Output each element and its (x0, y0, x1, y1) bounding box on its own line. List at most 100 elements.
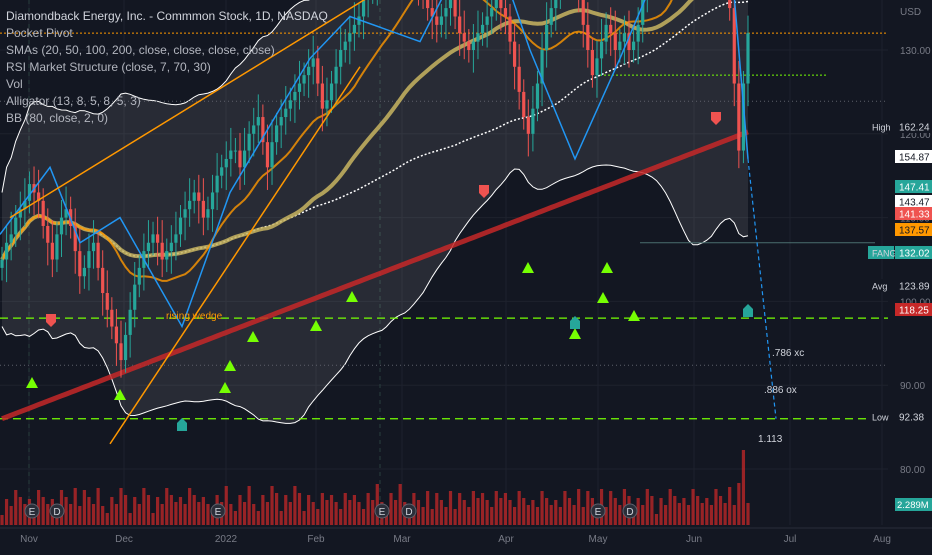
indicator-rsi-market-structure[interactable]: RSI Market Structure (close, 7, 70, 30) (6, 60, 211, 74)
volume-bar (430, 509, 434, 525)
candle-body (741, 83, 746, 151)
volume-bar (421, 507, 425, 525)
volume-bar (119, 488, 123, 525)
volume-bar (256, 511, 260, 525)
indicator-volume[interactable]: Vol (6, 77, 23, 91)
candle-body (320, 83, 324, 109)
volume-bar (393, 500, 398, 525)
candle-body (9, 234, 13, 243)
pocket-pivot-marker (597, 292, 609, 303)
volume-bar (664, 505, 668, 525)
volume-bar (0, 515, 4, 525)
candle-body (535, 83, 540, 109)
candle-body (55, 234, 59, 260)
volume-bar (284, 495, 288, 525)
volume-bar (279, 511, 283, 525)
price-axis[interactable]: 80.0090.00100.00110.00120.00130.00140.00… (888, 0, 932, 550)
volume-bar (133, 497, 137, 525)
volume-bar (512, 507, 517, 525)
volume-bars (0, 450, 750, 525)
candle-body (554, 0, 558, 9)
volume-bar (737, 483, 741, 525)
volume-bar (705, 498, 709, 525)
volume-bar (462, 500, 466, 525)
event-marker-letter: D (626, 507, 633, 518)
candle-body (490, 8, 494, 17)
symbol-title[interactable]: Diamondback Energy, Inc. - Commmon Stock… (6, 9, 328, 23)
candle-body (279, 117, 283, 126)
volume-bar (686, 505, 691, 525)
volume-bar (288, 502, 292, 525)
fib-786-label: .786 xc (772, 348, 804, 359)
time-axis[interactable]: Nov Dec 2022 Feb Mar Apr May Jun Jul Aug (0, 527, 932, 545)
indicator-smas[interactable]: SMAs (20, 50, 100, 200, close, close, cl… (6, 43, 275, 57)
volume-bar (636, 498, 640, 525)
volume-bar (197, 502, 201, 525)
volume-bar (73, 488, 77, 525)
volume-bar (165, 488, 169, 525)
volume-bar (206, 504, 210, 525)
candle-body (352, 24, 357, 34)
volume-bar (114, 504, 119, 525)
price-badge (895, 195, 932, 208)
event-marker (24, 503, 40, 519)
price-tick-label: 90.00 (900, 381, 925, 392)
candle-body (302, 75, 306, 84)
candle-body (508, 16, 512, 42)
candle-body (284, 108, 288, 118)
candle-body (503, 8, 508, 17)
candle-body (641, 0, 645, 25)
volume-bar (96, 488, 100, 525)
price-badge-text: 118.25 (899, 306, 929, 317)
candle-body (444, 8, 448, 17)
volume-bar (320, 493, 324, 525)
candle-body (316, 58, 320, 84)
candle-body (133, 284, 137, 310)
event-marker (49, 503, 65, 519)
volume-bar (741, 450, 746, 525)
pocket-pivot-marker (224, 360, 236, 371)
candle-body (174, 234, 178, 243)
price-badge (895, 279, 932, 292)
volume-bar (490, 507, 494, 525)
swing-low-marker (570, 316, 580, 329)
volume-bar (480, 493, 485, 525)
volume-bar (499, 498, 503, 525)
indicator-pocket-pivot[interactable]: Pocket Pivot (6, 26, 73, 40)
candle-body (220, 167, 224, 176)
volume-bar (453, 509, 457, 525)
candle-body (494, 0, 498, 9)
time-tick-label: 2022 (215, 534, 238, 545)
candle-body (462, 33, 466, 42)
candle-body (37, 192, 41, 201)
candle-body (604, 24, 608, 42)
volume-bar (210, 511, 215, 525)
candle-body (4, 242, 9, 260)
volume-bar (375, 484, 379, 525)
volume-bar (526, 505, 530, 525)
candle-body (334, 66, 338, 84)
indicator-alligator[interactable]: Alligator (13, 8, 5, 8, 5, 3) (6, 94, 141, 108)
price-badge (895, 207, 932, 220)
time-tick-label: Aug (873, 534, 891, 545)
candle-body (522, 91, 526, 118)
price-badge-text: 162.24 (899, 123, 930, 134)
volume-bar (577, 489, 581, 525)
indicator-bollinger[interactable]: BB (80, close, 2, 0) (6, 111, 109, 125)
chart-legend: Diamondback Energy, Inc. - Commmon Stock… (6, 8, 328, 127)
volume-bar (723, 503, 727, 525)
time-tick-label: Nov (20, 534, 38, 545)
price-tick-label: 80.00 (900, 465, 925, 476)
volume-bar (261, 495, 265, 525)
event-marker-letter: E (379, 507, 386, 518)
volume-bar (46, 504, 50, 525)
volume-bar (105, 513, 109, 525)
candle-body (499, 0, 503, 9)
event-marker (210, 503, 226, 519)
volume-bar (439, 500, 443, 525)
volume-bar (178, 497, 183, 525)
